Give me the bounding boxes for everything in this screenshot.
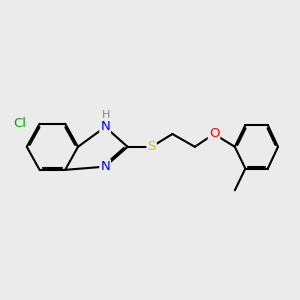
Text: H: H (102, 110, 110, 120)
Text: N: N (100, 121, 110, 134)
Text: O: O (209, 128, 219, 140)
Text: N: N (100, 160, 110, 173)
Text: S: S (147, 140, 156, 153)
Text: Cl: Cl (13, 117, 26, 130)
